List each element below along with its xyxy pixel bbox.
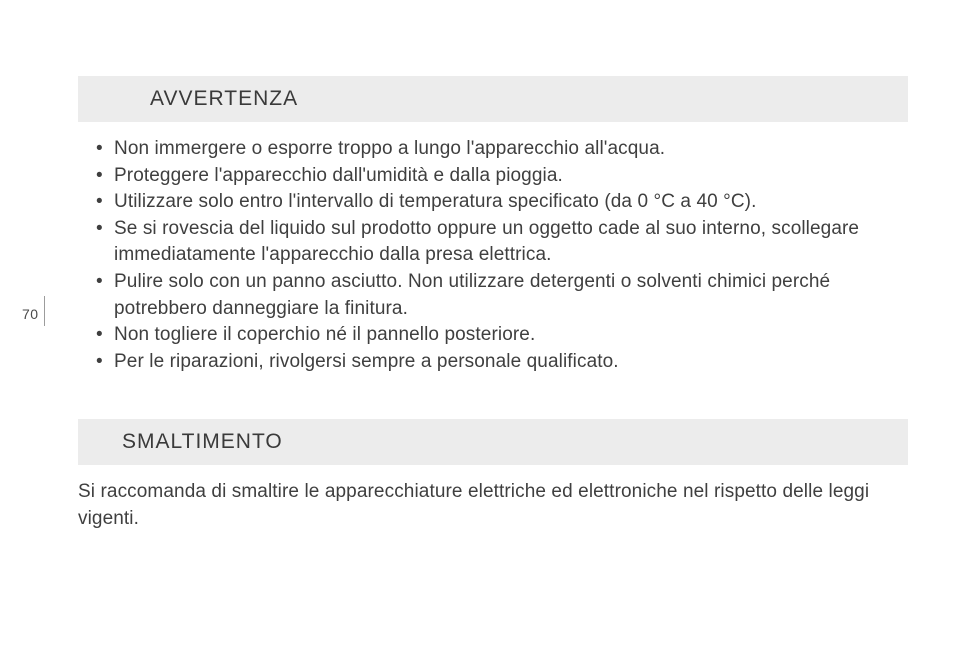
section-title: AVVERTENZA	[150, 87, 298, 111]
list-item: Proteggere l'apparecchio dall'umidità e …	[96, 163, 908, 190]
list-item: Se si rovescia del liquido sul prodotto …	[96, 216, 908, 269]
list-item: Pulire solo con un panno asciutto. Non u…	[96, 269, 908, 322]
avvertenza-list: Non immergere o esporre troppo a lungo l…	[78, 136, 908, 375]
content-area: AVVERTENZA Non immergere o esporre tropp…	[78, 76, 908, 533]
document-page: 70 AVVERTENZA Non immergere o esporre tr…	[0, 0, 954, 649]
list-item: Non immergere o esporre troppo a lungo l…	[96, 136, 908, 163]
list-item: Non togliere il coperchio né il pannello…	[96, 322, 908, 349]
section-header-smaltimento: SMALTIMENTO	[78, 419, 908, 465]
smaltimento-paragraph: Si raccomanda di smaltire le apparecchia…	[78, 479, 908, 532]
page-number: 70	[22, 306, 39, 322]
list-item: Utilizzare solo entro l'intervallo di te…	[96, 189, 908, 216]
section-header-avvertenza: AVVERTENZA	[78, 76, 908, 122]
page-number-divider	[44, 296, 45, 326]
list-item: Per le riparazioni, rivolgersi sempre a …	[96, 349, 908, 376]
section-title: SMALTIMENTO	[122, 430, 283, 454]
